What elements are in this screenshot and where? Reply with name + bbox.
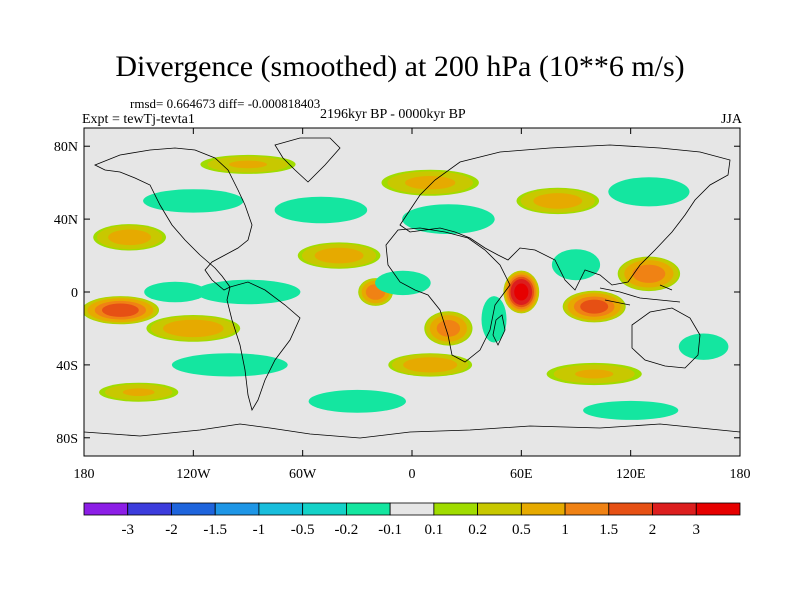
y-tick-label: 80S bbox=[56, 432, 78, 447]
colorbar-label: 0.2 bbox=[468, 522, 487, 538]
x-tick-label: 180 bbox=[74, 467, 95, 482]
contour-blob-14 bbox=[274, 196, 368, 224]
contour-blob-1 bbox=[481, 296, 507, 343]
coastlines bbox=[84, 137, 740, 439]
x-tick-label: 180 bbox=[730, 467, 751, 482]
africa-coast bbox=[385, 227, 511, 363]
period-label: 2196kyr BP - 0000kyr BP bbox=[320, 107, 466, 122]
x-tick-label: 120W bbox=[176, 467, 211, 482]
contour-blob-9 bbox=[102, 303, 139, 317]
indonesia-coast bbox=[599, 284, 681, 306]
contour-blob-20 bbox=[228, 160, 268, 169]
colorbar: -3 -2 -1.5 -1 -0.5 -0.2 -0.1 0.1 0.2 0.5 1 1.5 2 3 bbox=[83, 502, 741, 538]
contour-blob-26 bbox=[122, 388, 155, 397]
contour-blob-24 bbox=[308, 389, 406, 413]
greenland-coast bbox=[274, 137, 341, 183]
colorbar-box bbox=[302, 502, 347, 516]
contour-blob-17 bbox=[405, 176, 456, 190]
contour-blob-2 bbox=[580, 299, 609, 314]
north-america-coast bbox=[94, 147, 253, 291]
x-axis: 180 120W 60W 0 60E 120E 180 bbox=[74, 128, 751, 482]
contour-blob-16 bbox=[402, 204, 495, 235]
colorbar-box bbox=[258, 502, 304, 516]
colorbar-label: -1 bbox=[253, 522, 266, 538]
contour-blob-13 bbox=[143, 189, 244, 213]
stats-text: rmsd= 0.664673 diff= -0.000818403 bbox=[130, 96, 321, 111]
colorbar-box bbox=[652, 502, 697, 516]
y-tick-label: 40S bbox=[56, 359, 78, 374]
contour-blob-0 bbox=[514, 283, 529, 301]
x-tick-label: 0 bbox=[409, 467, 416, 482]
contour-blob-15 bbox=[314, 247, 364, 264]
y-tick-label: 80N bbox=[54, 140, 78, 155]
colorbar-label: 2 bbox=[649, 522, 657, 538]
colorbar-label: -0.1 bbox=[378, 522, 402, 538]
colorbar-label: 3 bbox=[693, 522, 701, 538]
colorbar-label: 1.5 bbox=[599, 522, 618, 538]
contour-blob-10 bbox=[144, 281, 207, 303]
y-axis: 80N 40N 0 40S 80S bbox=[54, 140, 740, 447]
y-tick-label: 40N bbox=[54, 213, 78, 228]
colorbar-box bbox=[433, 502, 478, 516]
colorbar-box bbox=[389, 502, 435, 516]
contour-blob-5 bbox=[436, 320, 461, 337]
contour-blob-23 bbox=[575, 369, 614, 379]
colorbar-box bbox=[695, 502, 741, 516]
colorbar-box bbox=[83, 502, 129, 516]
colorbar-label: -0.2 bbox=[335, 522, 359, 538]
contour-blob-27 bbox=[678, 333, 729, 360]
colorbar-label: 1 bbox=[561, 522, 569, 538]
colorbar-box bbox=[608, 502, 653, 516]
colorbar-label: -2 bbox=[165, 522, 178, 538]
x-tick-label: 120E bbox=[616, 467, 646, 482]
colorbar-box bbox=[171, 502, 216, 516]
contour-blob-7 bbox=[375, 270, 431, 296]
colorbar-box bbox=[477, 502, 522, 516]
experiment-label: Expt = tewTj-tevta1 bbox=[82, 112, 195, 127]
contour-field bbox=[84, 154, 729, 420]
contour-blob-4 bbox=[551, 249, 601, 281]
contour-blob-12 bbox=[108, 229, 152, 246]
colorbar-label: 0.5 bbox=[512, 522, 531, 538]
south-america-coast bbox=[226, 281, 301, 412]
colorbar-box bbox=[345, 502, 391, 516]
madagascar-coast bbox=[492, 314, 506, 346]
season-label: JJA bbox=[720, 112, 742, 127]
colorbar-label: -0.5 bbox=[291, 522, 315, 538]
contour-blob-19 bbox=[608, 177, 690, 207]
x-tick-label: 60E bbox=[510, 467, 533, 482]
colorbar-label: -3 bbox=[121, 522, 134, 538]
antarctica-coast bbox=[84, 423, 740, 439]
x-tick-label: 60W bbox=[289, 467, 317, 482]
contour-blob-11 bbox=[163, 319, 224, 338]
contour-blob-25 bbox=[583, 400, 679, 420]
eurasia-coast bbox=[399, 144, 731, 291]
colorbar-box bbox=[214, 502, 260, 516]
australia-coast bbox=[631, 307, 701, 369]
plot-title: Divergence (smoothed) at 200 hPa (10**6 … bbox=[115, 50, 685, 83]
y-tick-label: 0 bbox=[71, 286, 78, 301]
colorbar-box bbox=[564, 502, 610, 516]
contour-blob-18 bbox=[533, 193, 583, 209]
colorbar-label: -1.5 bbox=[203, 522, 227, 538]
colorbar-label: 0.1 bbox=[424, 522, 443, 538]
colorbar-box bbox=[520, 502, 566, 516]
contour-blob-3 bbox=[632, 264, 666, 283]
colorbar-box bbox=[127, 502, 172, 516]
contour-blob-8 bbox=[195, 279, 301, 305]
contour-blob-21 bbox=[171, 353, 288, 377]
contour-blob-22 bbox=[403, 357, 458, 373]
